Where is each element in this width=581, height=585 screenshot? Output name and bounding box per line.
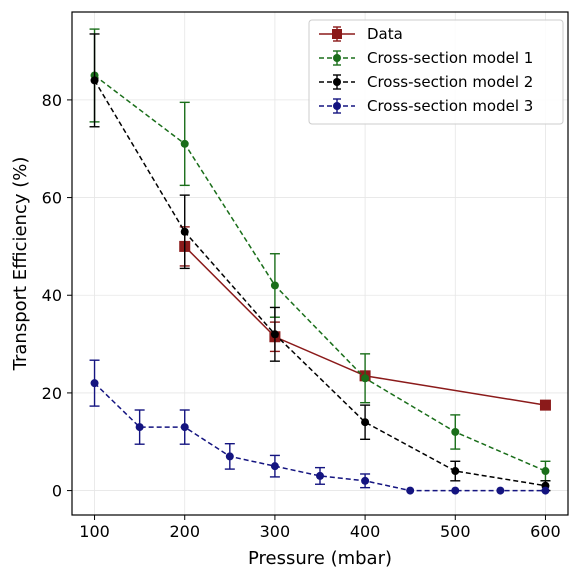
- y-tick-label: 60: [42, 189, 62, 208]
- y-tick-label: 0: [52, 482, 62, 501]
- series-layer: [89, 28, 551, 495]
- y-tick-label: 80: [42, 91, 62, 110]
- data-point: [361, 476, 370, 485]
- legend-label: Cross-section model 3: [367, 97, 533, 115]
- x-tick-label: 200: [169, 522, 200, 541]
- legend-marker: [333, 54, 341, 62]
- plot-frame: [71, 11, 569, 516]
- data-point: [406, 486, 415, 495]
- data-point: [270, 330, 279, 339]
- data-point: [180, 139, 189, 148]
- x-tick-label: 600: [530, 522, 561, 541]
- series-3: [89, 33, 551, 492]
- legend-label: Cross-section model 2: [367, 73, 533, 91]
- y-axis-label: Transport Efficiency (%): [10, 157, 31, 372]
- series-line: [93, 79, 546, 487]
- series-line: [94, 74, 546, 472]
- y-tick-label: 40: [42, 286, 62, 305]
- data-point: [90, 379, 99, 388]
- data-point: [496, 486, 505, 495]
- data-point: [539, 399, 551, 411]
- x-axis-label: Pressure (mbar): [248, 548, 392, 569]
- legend-marker: [333, 102, 341, 110]
- series-line: [184, 245, 546, 406]
- legend-box: [308, 19, 564, 125]
- data-point: [361, 418, 370, 427]
- series-4: [89, 359, 550, 495]
- legend: Data Cross-section model 1 Cross-section m…: [308, 19, 564, 125]
- data-point: [541, 486, 550, 495]
- data-point: [361, 374, 370, 383]
- x-tick-label: 500: [440, 522, 471, 541]
- data-point: [451, 467, 460, 476]
- ticks-layer: 100 200 300 400 500 600 0 20 40 60 80: [42, 91, 561, 541]
- legend-label: Data: [367, 25, 403, 43]
- data-point: [451, 427, 460, 436]
- x-tick-label: 400: [350, 522, 381, 541]
- data-point: [90, 76, 99, 85]
- data-point: [225, 452, 234, 461]
- x-tick-label: 100: [79, 522, 110, 541]
- legend-marker: [333, 78, 341, 86]
- data-point: [135, 423, 144, 432]
- data-point: [541, 467, 550, 476]
- data-point: [180, 423, 189, 432]
- data-point: [316, 471, 324, 480]
- data-point: [270, 281, 279, 290]
- y-tick-label: 20: [42, 384, 62, 403]
- data-point: [451, 486, 460, 495]
- legend-label: Cross-section model 1: [367, 49, 533, 67]
- data-point: [270, 462, 279, 471]
- x-tick-label: 300: [260, 522, 291, 541]
- data-point: [180, 227, 189, 236]
- legend-marker: [332, 29, 342, 39]
